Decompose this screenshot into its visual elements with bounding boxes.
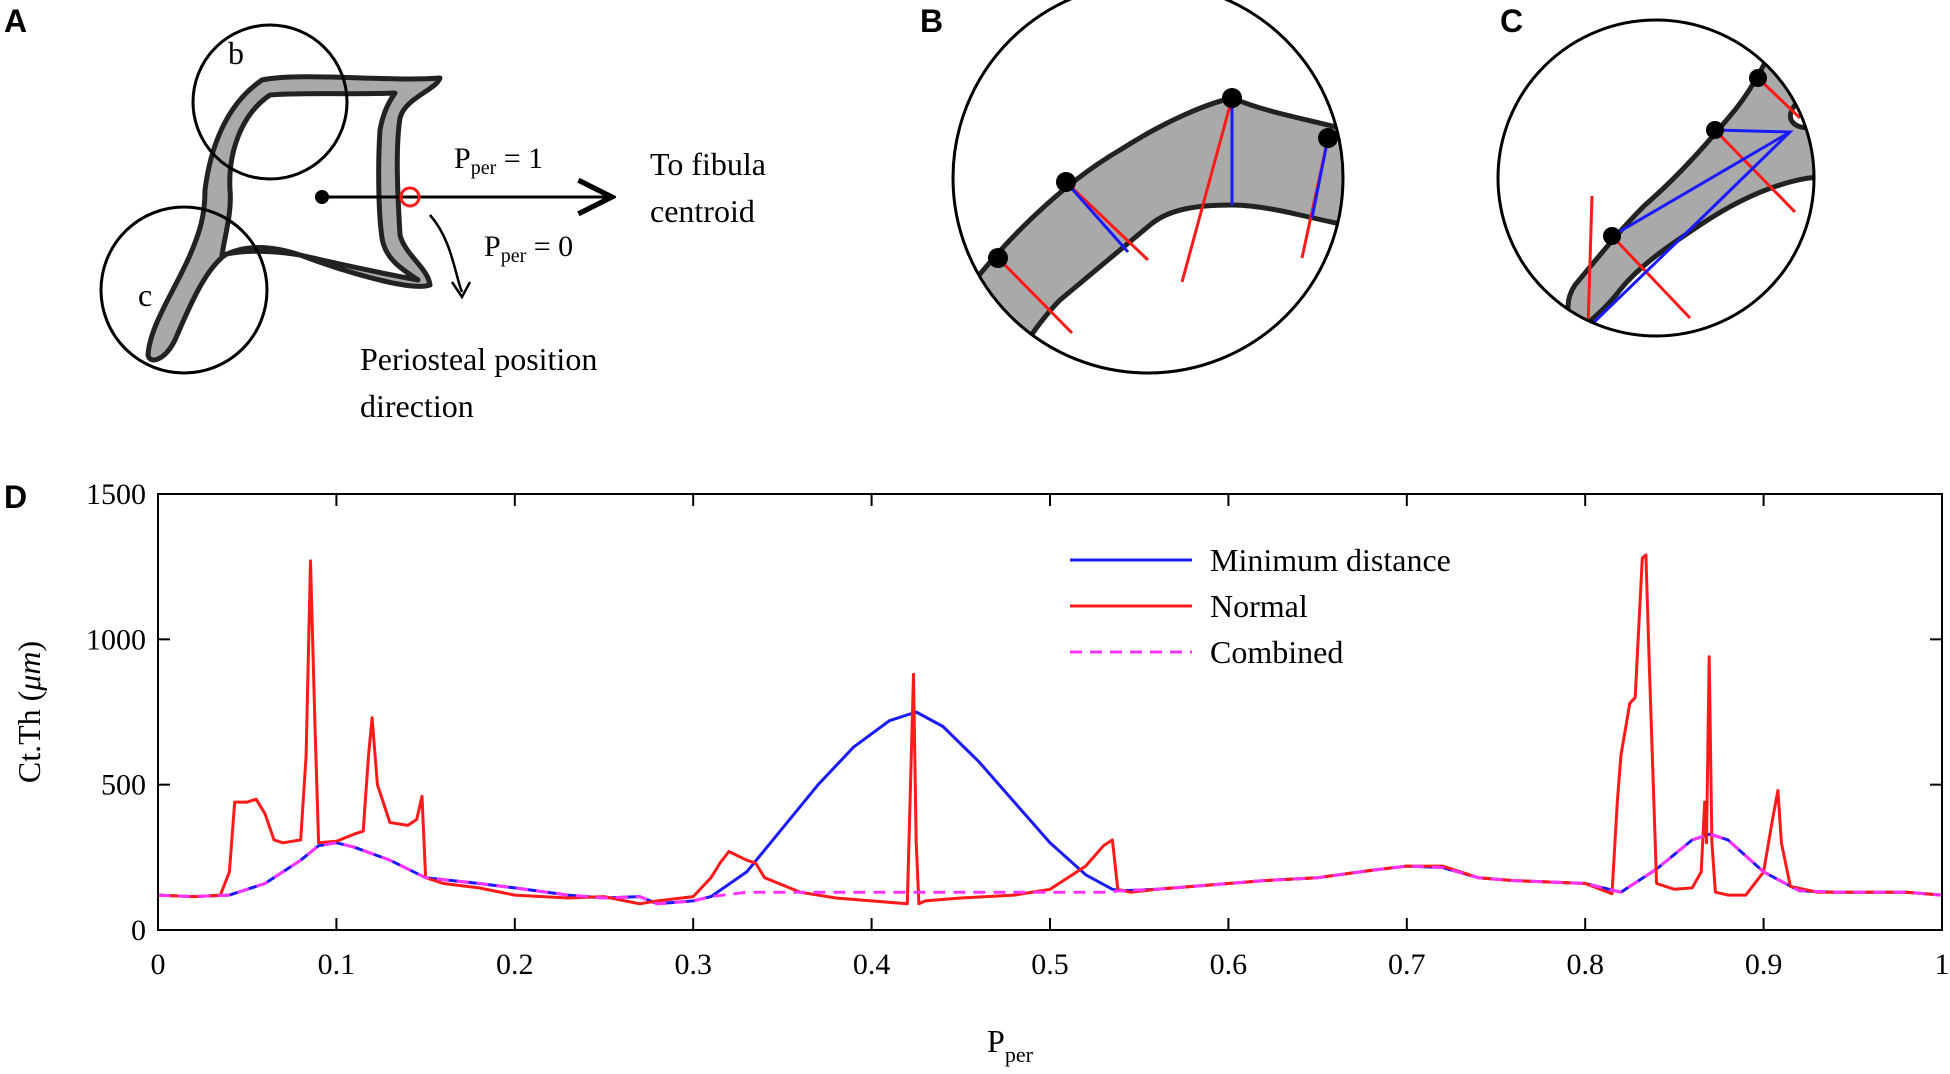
pper1-label: Pper = 1: [454, 142, 543, 179]
x-tick-label: 0.8: [1566, 948, 1604, 981]
x-tick-label: 0.9: [1745, 948, 1783, 981]
min-path-c2: [1611, 130, 1791, 238]
plot-frame: [157, 493, 1943, 931]
x-tick-label: 0.3: [674, 948, 712, 981]
point-c1: [1749, 69, 1767, 87]
fibula-label-line1: To fibula: [650, 146, 766, 182]
y-tick-label: 1500: [86, 478, 146, 511]
x-tick-label: 0.5: [1031, 948, 1069, 981]
series-line-combined: [158, 832, 1942, 906]
point-b4: [1318, 128, 1338, 148]
panel-b: B: [920, 0, 1345, 375]
panel-c-letter: C: [1500, 3, 1523, 39]
normal-line-b3: [1180, 97, 1234, 283]
normal-line-c1: [1756, 76, 1802, 120]
point-b3: [1222, 88, 1242, 108]
zoom-circle-b-outline: [951, 0, 1345, 375]
direction-arrowhead: [450, 281, 472, 300]
normal-line-b1: [996, 256, 1074, 335]
x-axis-label: Pper: [987, 1023, 1034, 1067]
x-tick-label: 0.2: [496, 948, 534, 981]
point-c2: [1706, 121, 1724, 139]
series-layer: [158, 553, 1942, 906]
panel-a: A b c Pper = 1 Pper = 0 To fibula centro…: [4, 3, 766, 424]
min-line-b4: [1310, 137, 1330, 219]
normal-line-c4: [1586, 195, 1594, 329]
bone-segment-c: [1565, 20, 1814, 333]
pper0-label: Pper = 0: [484, 230, 573, 267]
normal-line-b2: [1064, 180, 1150, 262]
legend-label-combined: Combined: [1210, 634, 1343, 670]
panel-d: D 0 0.1 0.2 0.3 0.4 0.5 0.6 0.7 0.8 0.9 1 0 500 1000 1…: [4, 478, 1950, 1067]
legend-label-minimum: Minimum distance: [1210, 542, 1451, 578]
direction-arrow-curve: [429, 214, 464, 293]
min-line-b2: [1064, 181, 1130, 253]
zoom-circle-c-outline: [1496, 18, 1816, 338]
x-tick-label: 1: [1935, 948, 1950, 981]
bone-cross-section: [145, 74, 443, 363]
panel-c: C: [1496, 3, 1816, 338]
tick-labels: 0 0.1 0.2 0.3 0.4 0.5 0.6 0.7 0.8 0.9 1 0 500 1000 150…: [86, 478, 1950, 981]
direction-label-line2: direction: [360, 388, 474, 424]
x-tick-label: 0.1: [318, 948, 356, 981]
point-b2: [1056, 172, 1076, 192]
legend-label-normal: Normal: [1210, 588, 1308, 624]
x-tick-label: 0: [151, 948, 166, 981]
x-tick-label: 0.6: [1210, 948, 1248, 981]
circle-b-label: b: [228, 35, 244, 71]
y-tick-label: 0: [131, 914, 146, 947]
y-tick-label: 500: [101, 769, 146, 802]
pper-origin-marker: [399, 186, 421, 208]
legend: Minimum distance Normal Combined: [1070, 542, 1451, 670]
normal-line-c3: [1610, 234, 1692, 320]
normal-line-c2: [1713, 128, 1797, 214]
point-b1: [988, 248, 1008, 268]
zoom-circle-c: [99, 205, 269, 375]
min-path-c1: [1586, 128, 1794, 330]
y-axis-label: Ct.Th (μm): [11, 641, 47, 783]
fibula-label-line2: centroid: [650, 193, 755, 229]
zoom-circle-b: [191, 23, 349, 181]
point-c3: [1603, 227, 1621, 245]
y-tick-label: 1000: [86, 623, 146, 656]
x-tick-label: 0.7: [1388, 948, 1426, 981]
series-line-normal: [158, 553, 1942, 906]
panel-d-letter: D: [4, 479, 27, 515]
panel-a-letter: A: [4, 3, 27, 39]
circle-c-label: c: [138, 277, 152, 313]
direction-label-line1: Periosteal position: [360, 341, 597, 377]
x-tick-label: 0.4: [853, 948, 891, 981]
panel-b-letter: B: [920, 3, 943, 39]
bone-segment-b: [957, 95, 1343, 368]
